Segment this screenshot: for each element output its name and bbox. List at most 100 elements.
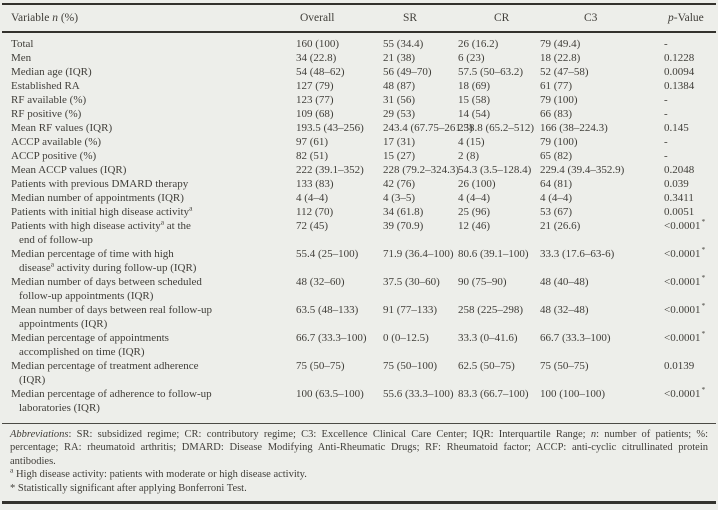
cell-sr: 55.6 (33.3–100) [383, 388, 454, 400]
column-header-c3: C3 [540, 5, 664, 33]
row-label: RF positive (%) [2, 107, 296, 121]
row-label: Mean ACCP values (IQR) [2, 163, 296, 177]
cell-sr: 42 (76) [383, 178, 416, 190]
cell-p-value: <0.0001* [664, 385, 706, 400]
cell-p-value: 0.1228 [664, 52, 695, 64]
cell-overall: 193.5 (43–256) [296, 122, 364, 134]
row-label-line1: Mean number of days between real follow-… [11, 304, 212, 316]
footnote-marker-a: a [160, 217, 165, 227]
abbreviations-text: : SR: subsidized regime; CR: contributor… [68, 429, 591, 440]
table-row: Mean RF values (IQR) 193.5 (43–256) 243.… [2, 121, 716, 135]
cell-p-value: <0.0001* [664, 301, 706, 316]
table-row: RF available (%) 123 (77) 31 (56) 15 (58… [2, 93, 716, 107]
cell-overall: 48 (32–60) [296, 276, 345, 288]
cell-cr: 62.5 (50–75) [458, 360, 515, 372]
row-label-line2: diseasea activity during follow-up (IQR) [19, 259, 197, 274]
cell-overall: 4 (4–4) [296, 192, 329, 204]
significance-asterisk: * [701, 273, 706, 283]
column-header-cr: CR [458, 5, 540, 33]
table-body: Total 160 (100) 55 (34.4) 26 (16.2) 79 (… [2, 32, 716, 415]
table-row: RF positive (%) 109 (68) 29 (53) 14 (54)… [2, 107, 716, 121]
footnote-marker-a: a [50, 259, 55, 269]
cell-overall: 112 (70) [296, 206, 334, 218]
row-label-line1: Median percentage of time with high [11, 248, 174, 260]
row-label: Patients with previous DMARD therapy [2, 177, 296, 191]
cell-sr: 71.9 (36.4–100) [383, 248, 454, 260]
cell-overall: 123 (77) [296, 94, 334, 106]
row-label: Median percentage of appointments accomp… [2, 331, 296, 359]
cell-c3: 66 (83) [540, 108, 573, 120]
row-label: Mean number of days between real follow-… [2, 303, 296, 331]
cell-sr: 17 (31) [383, 136, 416, 148]
cell-p-value: 0.3411 [664, 192, 694, 204]
row-label-line2: end of follow-up [19, 234, 93, 246]
row-label: Median number of days between scheduled … [2, 275, 296, 303]
row-label: Median percentage of time with high dise… [2, 247, 296, 275]
table-row: Median percentage of adherence to follow… [2, 385, 716, 415]
row-label: Median number of appointments (IQR) [2, 191, 296, 205]
header-variable-text: Variable [11, 12, 53, 24]
footnote-marker-asterisk: * [10, 482, 16, 494]
cell-cr: 238.8 (65.2–512) [458, 122, 535, 134]
cell-cr: 15 (58) [458, 94, 491, 106]
cell-cr: 26 (100) [458, 178, 496, 190]
table-row: Median age (IQR) 54 (48–62) 56 (49–70) 5… [2, 65, 716, 79]
cell-sr: 0 (0–12.5) [383, 332, 429, 344]
footnote-star: * Statistically significant after applyi… [10, 482, 708, 495]
cell-c3: 18 (22.8) [540, 52, 581, 64]
row-label: Established RA [2, 79, 296, 93]
row-label: Median percentage of adherence to follow… [2, 387, 296, 415]
footnote-marker-a: a [10, 465, 14, 475]
cell-c3: 52 (47–58) [540, 66, 589, 78]
cell-sr: 91 (77–133) [383, 304, 438, 316]
data-table: Variable n (%) Overall SR CR C3 p-Value … [2, 5, 716, 415]
cell-cr: 26 (16.2) [458, 38, 499, 50]
results-table: Variable n (%) Overall SR CR C3 p-Value … [2, 3, 716, 505]
cell-c3: 79 (100) [540, 94, 578, 106]
header-row: Variable n (%) Overall SR CR C3 p-Value [2, 5, 716, 33]
cell-p-value: 0.039 [664, 178, 689, 190]
row-label-line1: Median percentage of appointments [11, 332, 169, 344]
cell-cr: 4 (4–4) [458, 192, 491, 204]
table-row: ACCP available (%) 97 (61) 17 (31) 4 (15… [2, 135, 716, 149]
row-label-line1: Mean RF values (IQR) [11, 122, 113, 134]
cell-c3: 48 (32–48) [540, 304, 589, 316]
cell-p-value: 0.145 [664, 122, 689, 134]
row-label-line2: laboratories (IQR) [19, 402, 100, 414]
row-label-line1: Median number of appointments (IQR) [11, 192, 184, 204]
cell-cr: 12 (46) [458, 220, 491, 232]
footnotes: Abbreviations: SR: subsidized regime; CR… [2, 423, 716, 501]
cell-p-value: <0.0001* [664, 329, 706, 344]
cell-p-value: - [664, 108, 668, 120]
row-label-line1: Median number of days between scheduled [11, 276, 202, 288]
header-p-suffix: -Value [673, 12, 704, 24]
cell-c3: 64 (81) [540, 178, 573, 190]
row-label: Men [2, 51, 296, 65]
cell-c3: 79 (100) [540, 136, 578, 148]
row-label-line1: Men [11, 52, 32, 64]
cell-sr: 228 (79.2–324.3) [383, 164, 460, 176]
cell-c3: 61 (77) [540, 80, 573, 92]
footnote-marker-a: a [189, 203, 193, 213]
significance-asterisk: * [701, 217, 706, 227]
table-row: Established RA 127 (79) 48 (87) 18 (69) … [2, 79, 716, 93]
cell-overall: 66.7 (33.3–100) [296, 332, 367, 344]
cell-p-value: - [664, 136, 668, 148]
cell-sr: 29 (53) [383, 108, 416, 120]
cell-overall: 222 (39.1–352) [296, 164, 364, 176]
row-label-line1: Patients with high disease activitya at … [11, 217, 191, 232]
row-label-line1: Mean ACCP values (IQR) [11, 164, 127, 176]
table-row: Patients with previous DMARD therapy 133… [2, 177, 716, 191]
cell-cr: 6 (23) [458, 52, 485, 64]
cell-cr: 54.3 (3.5–128.4) [458, 164, 532, 176]
cell-sr: 56 (49–70) [383, 66, 432, 78]
header-p-italic: p [668, 12, 674, 24]
row-label-line1: Median age (IQR) [11, 66, 92, 78]
cell-cr: 2 (8) [458, 150, 480, 162]
cell-p-value: 0.0094 [664, 66, 695, 78]
cell-p-value: <0.0001* [664, 245, 706, 260]
cell-sr: 39 (70.9) [383, 220, 424, 232]
cell-overall: 127 (79) [296, 80, 334, 92]
row-label: ACCP positive (%) [2, 149, 296, 163]
column-header-overall: Overall [296, 5, 383, 33]
